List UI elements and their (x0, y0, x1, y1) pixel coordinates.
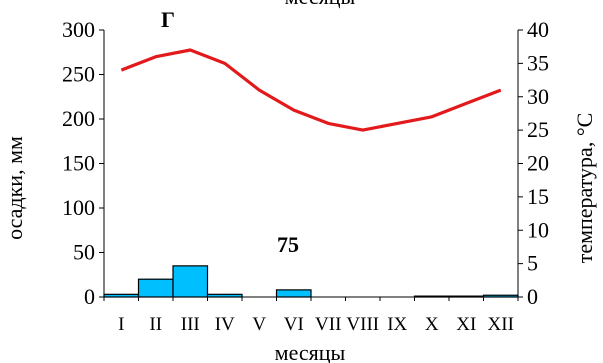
precip-bar (172, 265, 209, 298)
x-tick-label: III (181, 314, 200, 335)
top-axis-label: месяцы (285, 0, 356, 9)
x-tick-label: XI (456, 314, 476, 335)
x-tick-label: V (252, 314, 266, 335)
precipitation-total-label: 75 (277, 232, 299, 257)
y-left-tick-label: 200 (62, 106, 95, 131)
x-tick-label: II (149, 314, 162, 335)
x-tick-label: XII (488, 314, 514, 335)
precip-bar (206, 293, 243, 298)
temperature-line (120, 48, 502, 132)
y-right-tick-label: 35 (527, 50, 549, 75)
y-left-tick-label: 50 (73, 240, 95, 265)
y-right-tick-label: 25 (527, 117, 549, 142)
precip-bar (275, 289, 312, 298)
panel-label: Г (161, 7, 175, 32)
x-tick-label: VIII (346, 314, 379, 335)
x-tick-label: X (425, 314, 439, 335)
y-right-tick-label: 0 (527, 284, 538, 309)
x-tick-label: VII (315, 314, 341, 335)
x-axis-title: месяцы (275, 340, 346, 363)
y-axis-right-title: температура, °С (572, 113, 597, 264)
x-tick-label: VI (284, 314, 304, 335)
precip-bar (137, 278, 174, 298)
y-right-tick-label: 20 (527, 151, 549, 176)
precip-bar (482, 294, 519, 298)
y-left-tick-label: 0 (84, 284, 95, 309)
y-right-tick-label: 30 (527, 84, 549, 109)
precip-bar (103, 293, 140, 298)
x-tick-label: I (118, 314, 124, 335)
y-right-tick-label: 15 (527, 184, 549, 209)
y-right-tick-label: 40 (527, 17, 549, 42)
y-left-tick-label: 100 (62, 195, 95, 220)
x-tick-label: IX (387, 314, 407, 335)
y-left-tick-label: 300 (62, 17, 95, 42)
y-right-tick-label: 10 (527, 217, 549, 242)
y-right-tick-label: 5 (527, 251, 538, 276)
y-left-tick-label: 150 (62, 151, 95, 176)
y-axis-left-title: осадки, мм (2, 136, 27, 240)
precip-bar (448, 295, 485, 298)
precip-bar (413, 295, 450, 298)
x-tick-label: IV (215, 314, 235, 335)
y-left-tick-label: 250 (62, 62, 95, 87)
